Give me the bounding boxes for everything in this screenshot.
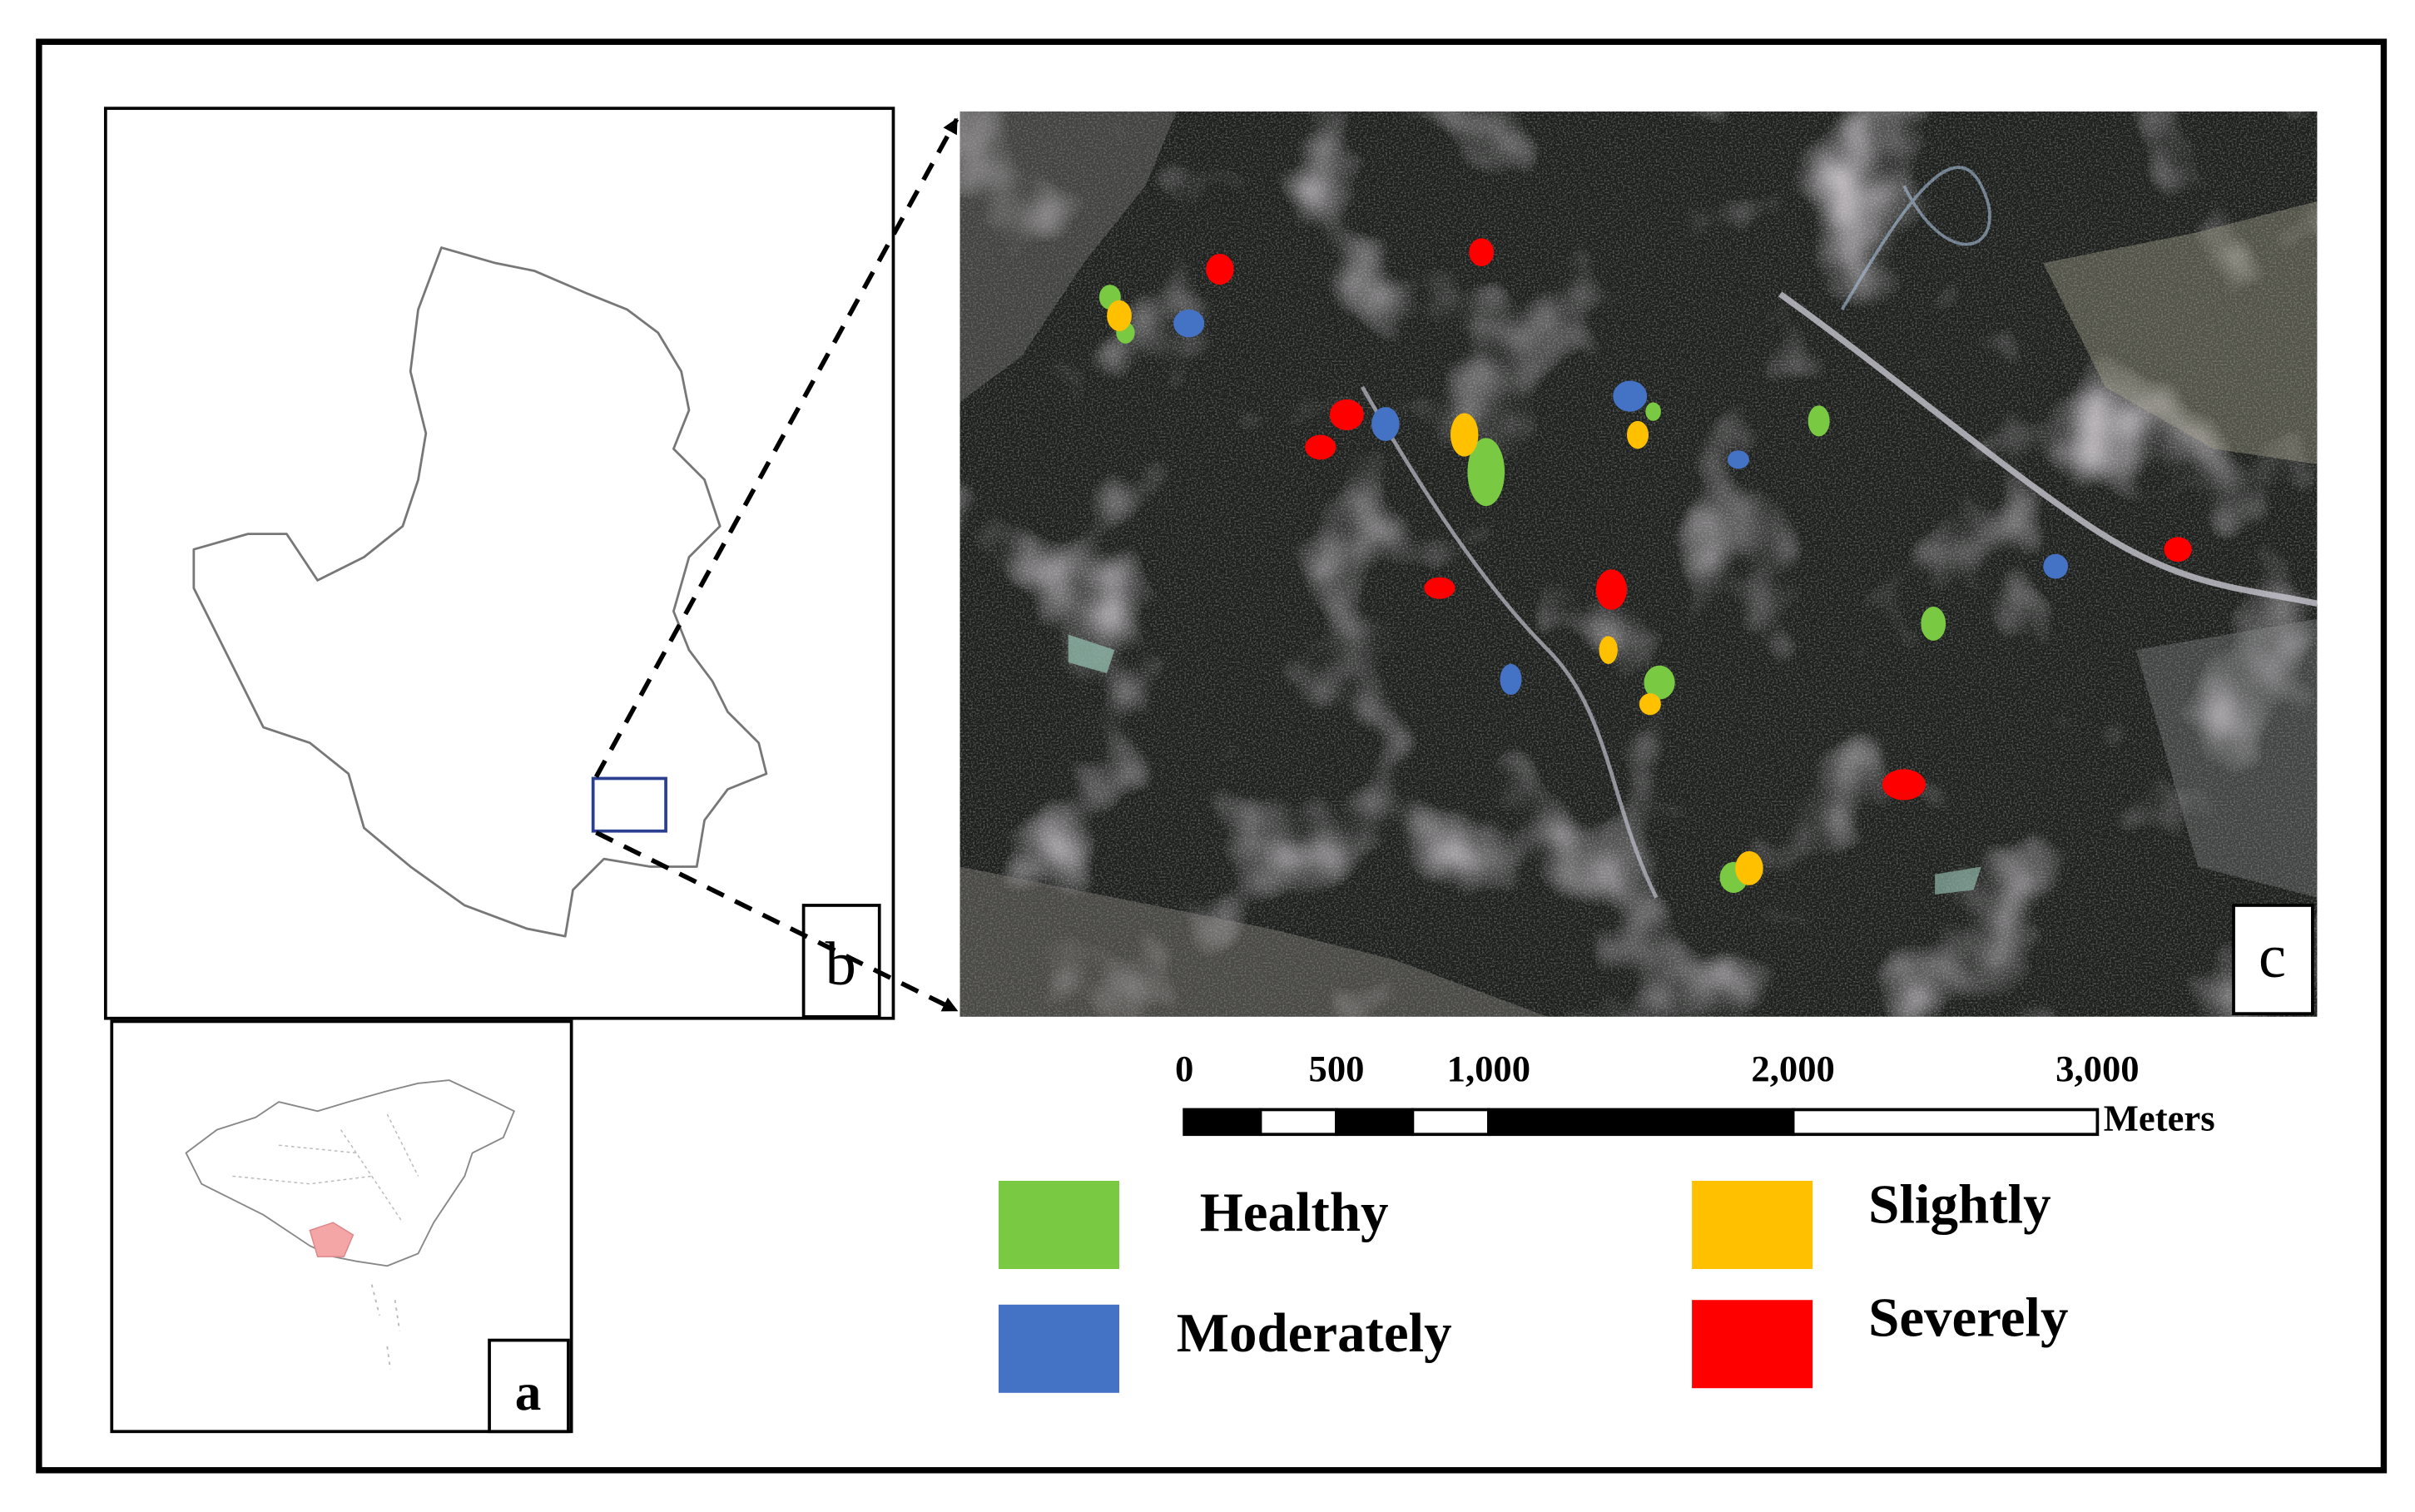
- scale-segment: [1791, 1108, 2100, 1137]
- province-outline: [192, 246, 768, 938]
- scale-segment: [1183, 1108, 1262, 1137]
- scale-tick-label: 500: [1309, 1048, 1365, 1089]
- sample-point: [1595, 569, 1627, 610]
- water-body: [1935, 866, 1981, 895]
- sample-point: [1613, 380, 1648, 412]
- sample-point: [1500, 663, 1522, 696]
- light-area: [2043, 201, 2318, 464]
- sample-point: [1644, 665, 1675, 700]
- legend-swatch: [1692, 1300, 1813, 1389]
- connector: [595, 830, 959, 1013]
- legend-swatch: [998, 1181, 1119, 1270]
- panel-a: a: [110, 1019, 573, 1434]
- sample-point: [1735, 850, 1763, 885]
- scale-segment: [1258, 1108, 1338, 1137]
- scale-tick-label: 1,000: [1447, 1048, 1530, 1089]
- legend-label: Severely: [1868, 1286, 2068, 1348]
- river: [1840, 166, 1991, 310]
- sample-point: [1173, 309, 1205, 338]
- sample-point: [1469, 238, 1495, 266]
- sample-point: [1626, 420, 1649, 449]
- label-box: [488, 1338, 570, 1434]
- sample-point: [1206, 254, 1234, 285]
- legend-label: Slightly: [1868, 1174, 2051, 1236]
- sample-point: [1599, 636, 1618, 664]
- sample-point: [1329, 399, 1364, 431]
- scale-tick-label: 0: [1175, 1048, 1193, 1089]
- light-area: [2135, 618, 2318, 898]
- panel-c: [960, 111, 2318, 1017]
- light-area: [960, 111, 1177, 403]
- scale-segment: [1411, 1108, 1490, 1137]
- sample-point: [1305, 434, 1336, 460]
- legend: Healthy Moderately Slightly Severely: [998, 1174, 2069, 1393]
- sample-point: [1450, 413, 1479, 457]
- scale-tick-label: 2,000: [1751, 1048, 1834, 1089]
- scale-unit: Meters: [2104, 1098, 2215, 1139]
- connector: [593, 117, 960, 778]
- road: [1360, 385, 1659, 899]
- sample-point: [1371, 407, 1400, 442]
- sample-point: [1645, 402, 1661, 421]
- country-outline: [185, 1079, 516, 1267]
- legend-label: Moderately: [1177, 1302, 1452, 1364]
- sample-point: [2043, 553, 2069, 579]
- road: [1778, 291, 2318, 607]
- sample-point: [1808, 405, 1830, 437]
- islands: [370, 1284, 401, 1371]
- label-box: [2232, 904, 2314, 1016]
- scale-segment: [1335, 1108, 1415, 1137]
- sample-point: [1467, 438, 1505, 507]
- sample-point: [1727, 450, 1749, 469]
- sample-point: [1921, 607, 1946, 641]
- study-area-box: [591, 776, 667, 833]
- scale-bar: 0 500 1,000 2,000 3,000 Meters: [1175, 1048, 2215, 1139]
- panel-frame: [103, 107, 895, 1020]
- sample-point: [2164, 537, 2192, 563]
- sample-point: [1639, 693, 1661, 716]
- sample-points: [1098, 238, 2192, 894]
- highlighted-province: [309, 1222, 355, 1257]
- label-box: [801, 904, 881, 1019]
- sample-point: [1882, 769, 1926, 801]
- panel-label: c: [2259, 923, 2286, 991]
- panel-label: b: [826, 930, 856, 999]
- legend-swatch: [998, 1304, 1119, 1393]
- legend-swatch: [1692, 1181, 1813, 1270]
- internal-borders: [232, 1113, 419, 1223]
- sample-point: [1424, 577, 1455, 599]
- water-body: [1068, 634, 1115, 674]
- sample-point: [1107, 300, 1132, 331]
- legend-label: Healthy: [1200, 1182, 1389, 1243]
- satellite-noise: [960, 111, 2318, 1017]
- scale-tick-label: 3,000: [2055, 1048, 2139, 1089]
- panel-b: b: [103, 107, 895, 1020]
- scale-segment: [1486, 1108, 1795, 1137]
- panel-label: a: [515, 1363, 542, 1421]
- light-area: [960, 866, 1549, 1017]
